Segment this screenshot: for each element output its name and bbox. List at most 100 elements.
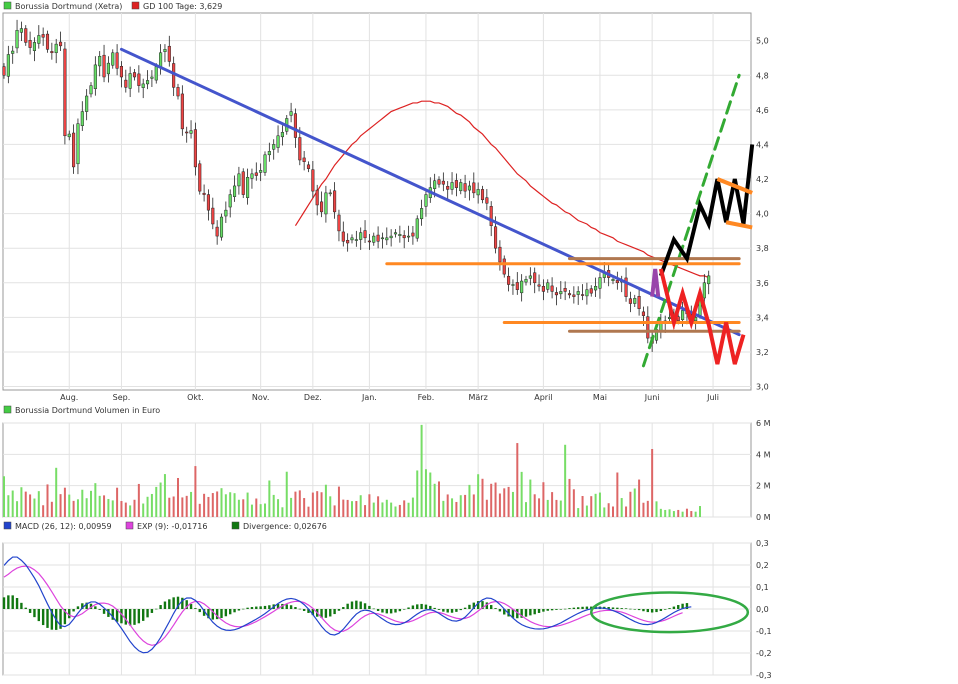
divergence-bar [229,609,232,615]
divergence-bar [624,608,628,609]
candle-body [67,133,71,138]
divergence-bar [189,603,193,609]
divergence-bar [350,601,354,609]
candle-body [524,279,528,283]
macd-legend: MACD (26, 12): 0,00959 EXP (9): -0,01716 D… [3,521,327,531]
candle-body [85,95,89,112]
volume-bar [20,487,23,517]
candle-body [198,163,202,192]
volume-bar [364,505,367,517]
candle-body [137,73,141,86]
macd-lines [3,556,692,654]
candle-body [154,66,158,81]
divergence-bar [577,607,580,609]
divergence-bar [50,609,54,630]
volume-bar [46,484,49,517]
volume-bar [459,495,462,517]
divergence-bar [63,609,67,625]
volume-bar [581,496,584,517]
divergence-bar [224,609,228,617]
divergence-bar [20,602,23,609]
candle-body [211,207,215,225]
candle-body [681,310,685,321]
candle-body [598,277,602,289]
volume-y-tick: 6 M [756,419,771,428]
macd-y-tick: 0,1 [756,583,769,592]
candle-body [498,246,502,263]
volume-bar [598,492,601,517]
volume-bar [638,479,641,517]
volume-bar [224,494,227,517]
divergence-bar [168,599,171,609]
volume-bar [516,443,519,517]
candle-body [476,189,480,196]
candle-body [80,111,84,127]
candle-body [276,135,280,148]
candle-body [333,190,337,213]
divergence-bar [337,609,341,611]
volume-bar [559,500,562,517]
candle-body [176,87,180,97]
volume-bar [68,494,71,517]
candle-body [467,185,471,191]
divergence-bar [115,609,119,622]
candle-body [263,154,267,173]
volume-bar [337,486,340,517]
exp-signal-line [3,565,683,646]
volume-bar [346,499,349,517]
volume-bar [585,505,588,517]
candle-body [537,284,541,287]
volume-bar [424,469,427,517]
candle-body [585,289,589,297]
divergence-bar [568,608,571,609]
divergence-bar [250,607,254,609]
divergence-bar [155,608,158,610]
price-y-tick: 5,0 [756,37,769,46]
volume-bar [137,483,140,517]
candle-body [45,33,50,50]
divergence-bar [503,609,506,615]
divergence-bar [268,605,271,609]
divergence-bar [450,609,454,613]
candle-body [224,209,228,217]
candle-body [250,173,254,179]
divergence-bar [311,609,315,616]
divergence-bar [72,609,75,612]
candle-body [385,237,389,241]
divergence-bar [302,609,306,611]
candle-body [15,30,19,49]
divergence-bar [233,609,236,613]
scenario-channel-top [716,177,753,195]
macd-y-axis: -0,3 -0,2 -0,1 0,0 0,1 0,2 0,3 [756,539,772,680]
divergence-bar [407,607,410,609]
volume-bar [699,506,701,517]
volume-bar [90,490,92,517]
candle-body [19,28,23,33]
divergence-bar [424,604,428,609]
volume-bar [455,501,458,517]
candle-body [324,192,328,215]
volume-bar [438,481,440,517]
volume-bar [407,502,410,517]
candle-body [576,291,580,295]
divergence-bar [485,602,489,609]
divergence-bar [59,609,62,629]
volume-bar [607,503,610,517]
volume-bar [681,511,684,517]
volume-bar [511,491,514,517]
volume-bar [485,499,488,517]
macd-annotation [590,591,750,634]
divergence-bar [185,600,188,609]
scenario-bearish [658,268,746,365]
volume-bar [85,498,88,517]
volume-bar [668,509,671,517]
volume-bar [233,493,236,517]
candle-body [24,28,28,43]
divergence-bar [81,603,84,609]
legend-label: GD 100 Tage: 3,629 [143,2,222,11]
volume-bar [385,499,388,517]
candle-body [115,52,119,69]
volume-bar [520,471,523,517]
candle-body [302,157,306,162]
trendline-uptrend [641,73,741,368]
